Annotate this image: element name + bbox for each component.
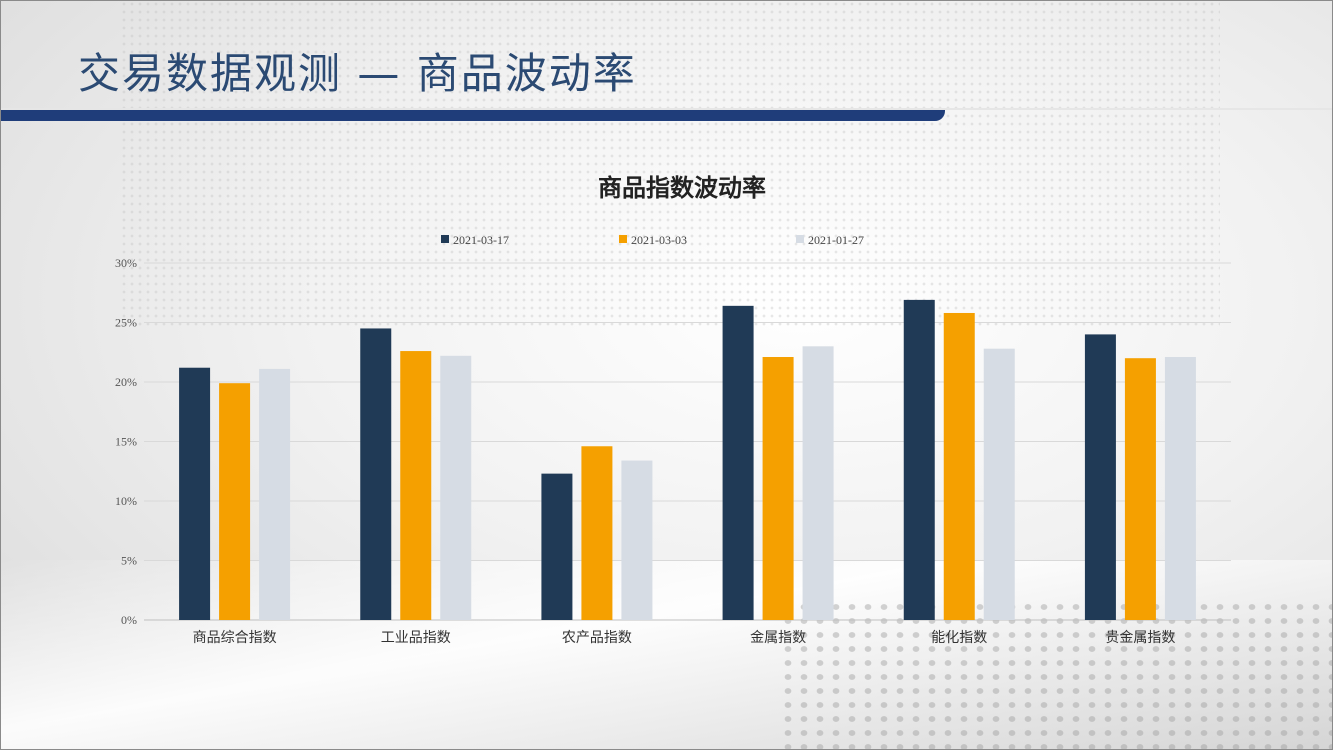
bar <box>1084 334 1116 620</box>
bar <box>581 446 613 620</box>
x-axis: 商品综合指数 工业品指数 农产品指数 金属指数 能化指数 贵金属指数 <box>193 630 1176 646</box>
y-tick-label: 25% <box>115 316 137 330</box>
y-tick-label: 15% <box>115 435 137 449</box>
y-tick-label: 5% <box>121 554 137 568</box>
bar <box>259 368 291 620</box>
legend-swatch <box>441 235 449 243</box>
bar <box>541 473 573 620</box>
x-category-label: 贵金属指数 <box>1105 630 1175 646</box>
chart-gridlines <box>144 262 1231 621</box>
title-accent-bar <box>0 110 945 121</box>
y-tick-label: 10% <box>115 494 137 508</box>
legend-label: 2021-01-27 <box>808 233 864 247</box>
y-axis: 0% 5% 10% 15% 20% 25% 30% <box>115 256 137 627</box>
y-tick-label: 30% <box>115 256 137 270</box>
bar <box>762 357 794 620</box>
bar <box>802 346 834 620</box>
chart-title: 商品指数波动率 <box>598 174 766 202</box>
bar <box>621 460 653 620</box>
bar <box>1164 357 1196 620</box>
world-map-dots <box>120 0 1220 330</box>
legend-label: 2021-03-03 <box>631 233 687 247</box>
bar <box>983 348 1015 620</box>
x-category-label: 农产品指数 <box>562 630 632 646</box>
title-divider-line <box>0 108 1333 110</box>
chart-bars <box>179 299 1196 620</box>
bar <box>179 367 211 620</box>
bar <box>1124 358 1156 620</box>
y-tick-label: 0% <box>121 613 137 627</box>
bar <box>903 299 935 620</box>
legend-label: 2021-03-17 <box>453 233 509 247</box>
bar <box>219 383 251 620</box>
bar <box>360 328 392 620</box>
legend-swatch <box>619 235 627 243</box>
x-category-label: 商品综合指数 <box>193 630 277 646</box>
y-tick-label: 20% <box>115 375 137 389</box>
page-title: 交易数据观测 — 商品波动率 <box>78 49 637 98</box>
x-category-label: 金属指数 <box>750 630 806 646</box>
chart-legend: 2021-03-17 2021-03-03 2021-01-27 <box>441 233 864 247</box>
hexagon-pattern <box>780 600 1333 750</box>
x-category-label: 能化指数 <box>931 630 987 646</box>
bar <box>943 312 975 620</box>
bar <box>440 355 472 620</box>
x-category-label: 工业品指数 <box>381 630 451 646</box>
bar <box>400 351 432 620</box>
bar <box>722 305 754 620</box>
legend-swatch <box>796 235 804 243</box>
